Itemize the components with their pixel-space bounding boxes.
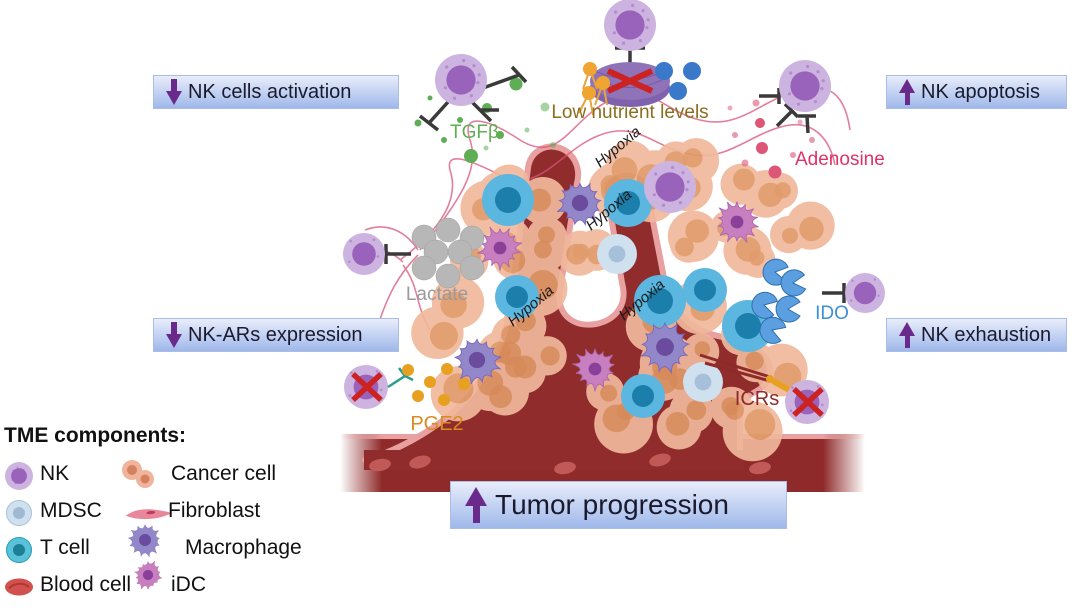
svg-text:Adenosine: Adenosine — [795, 149, 885, 170]
svg-text:ICRs: ICRs — [735, 388, 779, 410]
svg-text:PGE2: PGE2 — [410, 413, 463, 435]
svg-text:IDO: IDO — [815, 303, 849, 324]
svg-text:Lactate: Lactate — [406, 284, 468, 305]
svg-text:TGFβ: TGFβ — [450, 122, 499, 143]
svg-text:Low nutrient levels: Low nutrient levels — [551, 102, 708, 123]
